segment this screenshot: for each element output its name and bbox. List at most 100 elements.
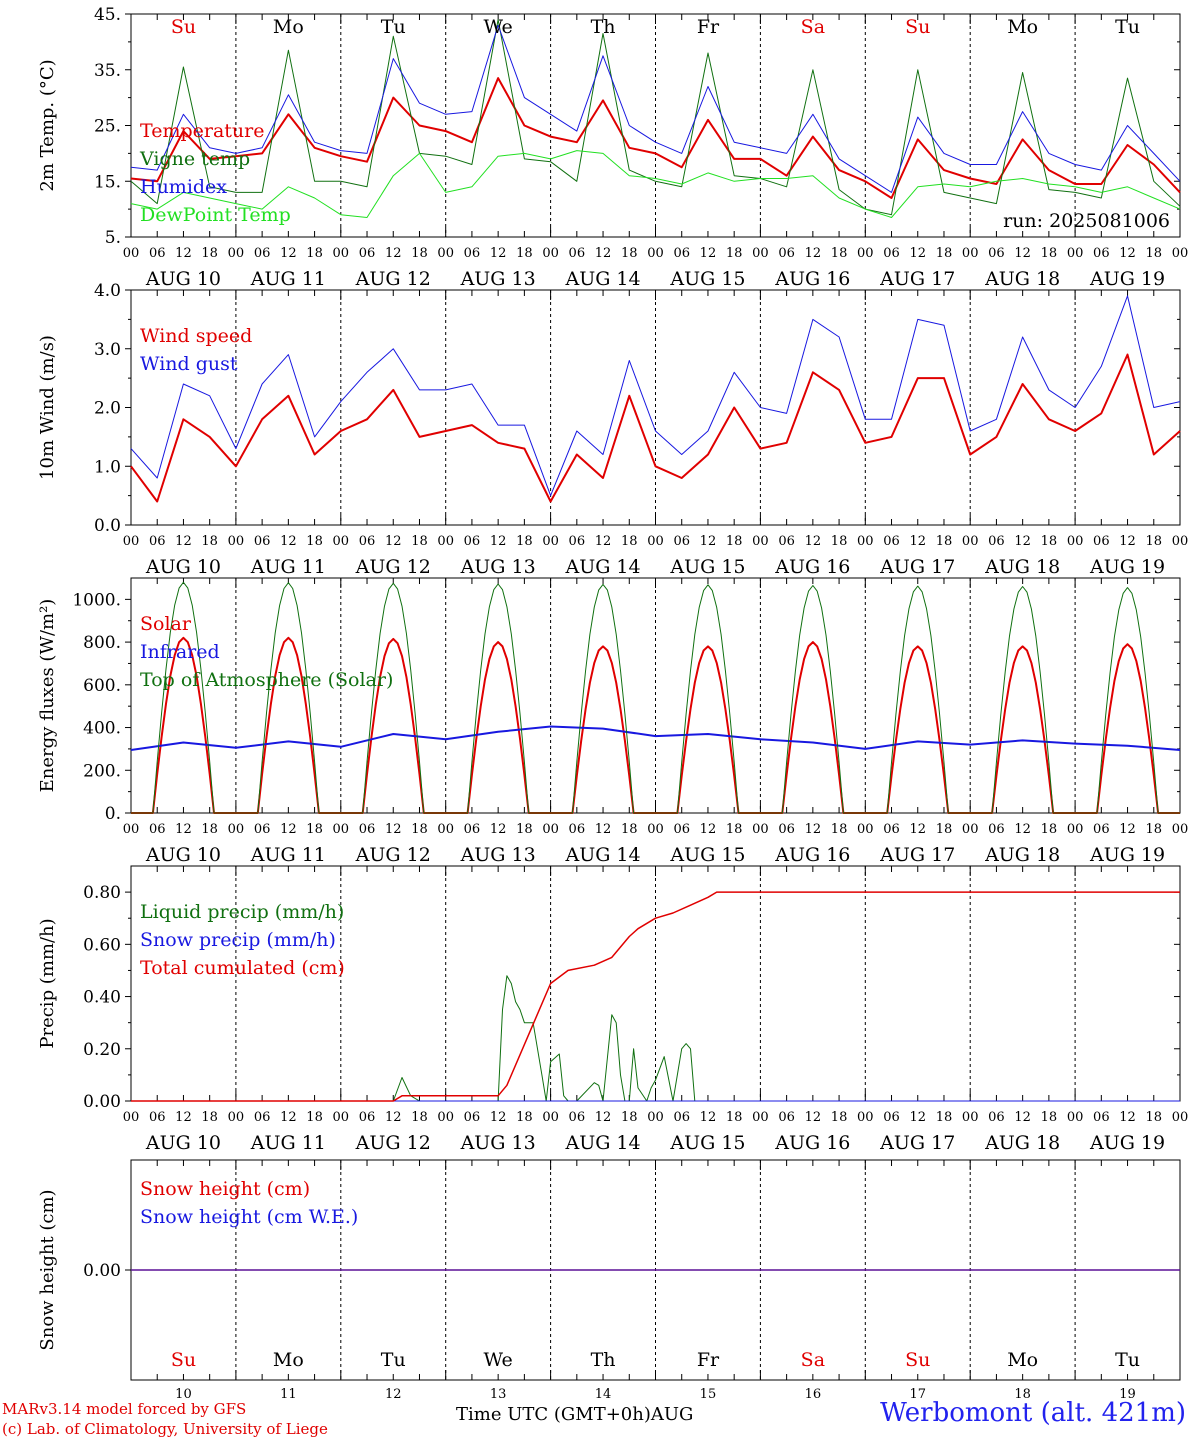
- weekday-label: Mo: [273, 1349, 304, 1371]
- date-label: AUG 12: [355, 556, 431, 578]
- x-tick-label: 18: [201, 1110, 218, 1125]
- x-tick-label: 00: [437, 246, 454, 261]
- run-annotation: run: 2025081006: [1003, 210, 1170, 232]
- x-tick-label: 00: [1172, 822, 1189, 837]
- x-tick-label: 06: [254, 822, 271, 837]
- x-tick-label: 06: [359, 246, 376, 261]
- x-tick-label: 12: [700, 822, 717, 837]
- x-tick-label: 12: [595, 1110, 612, 1125]
- x-tick-label: 00: [228, 534, 245, 549]
- x-tick-label: 06: [673, 1110, 690, 1125]
- x-tick-label: 12: [805, 534, 822, 549]
- legend-entry: Snow precip (mm/h): [140, 929, 336, 951]
- x-tick-label: 18: [831, 534, 848, 549]
- x-tick-label: 06: [359, 822, 376, 837]
- x-tick-label: 00: [1172, 246, 1189, 261]
- x-tick-label: 18: [726, 534, 743, 549]
- x-tick-label: 12: [385, 1110, 402, 1125]
- x-tick-label: 12: [490, 1110, 507, 1125]
- weekday-label: Tu: [381, 1349, 406, 1371]
- x-tick-label: 18: [936, 1110, 953, 1125]
- x-tick-label: 00: [437, 1110, 454, 1125]
- x-tick-label: 06: [359, 534, 376, 549]
- x-tick-label: 00: [123, 1110, 140, 1125]
- x-tick-label: 00: [857, 246, 874, 261]
- weekday-label: Mo: [1007, 16, 1038, 38]
- x-tick-label: 06: [1093, 1110, 1110, 1125]
- date-label: AUG 18: [984, 556, 1060, 578]
- x-tick-label: 18: [201, 822, 218, 837]
- day-number-label: 14: [595, 1387, 612, 1400]
- x-tick-label: 18: [621, 822, 638, 837]
- x-tick-label: 00: [752, 534, 769, 549]
- x-tick-label: 12: [175, 534, 192, 549]
- x-tick-label: 00: [962, 246, 979, 261]
- x-tick-label: 00: [542, 246, 559, 261]
- date-label: AUG 15: [669, 1132, 745, 1154]
- x-tick-label: 00: [857, 822, 874, 837]
- x-tick-label: 00: [647, 1110, 664, 1125]
- date-label: AUG 11: [250, 1132, 326, 1154]
- x-tick-label: 00: [333, 246, 350, 261]
- x-tick-label: 12: [805, 246, 822, 261]
- date-label: AUG 10: [145, 1132, 221, 1154]
- x-tick-label: 06: [988, 534, 1005, 549]
- x-tick-label: 18: [936, 534, 953, 549]
- x-tick-label: 00: [647, 534, 664, 549]
- y-tick-label: 3.0: [94, 340, 121, 360]
- y-axis-label: 2m Temp. (°C): [37, 59, 58, 191]
- legend-entry: Vigne temp: [139, 148, 250, 170]
- x-tick-label: 00: [333, 822, 350, 837]
- x-tick-label: 00: [1172, 534, 1189, 549]
- x-tick-label: 06: [1093, 246, 1110, 261]
- weekday-label: Tu: [1115, 16, 1140, 38]
- x-tick-label: 12: [1014, 1110, 1031, 1125]
- x-tick-label: 00: [857, 534, 874, 549]
- date-label: AUG 13: [460, 844, 536, 866]
- x-tick-label: 18: [726, 1110, 743, 1125]
- weekday-label: Fr: [697, 16, 720, 38]
- legend-entry: Snow height (cm W.E.): [140, 1206, 358, 1228]
- x-tick-label: 06: [149, 1110, 166, 1125]
- x-tick-label: 18: [411, 1110, 428, 1125]
- day-number-label: 18: [1014, 1387, 1031, 1400]
- x-tick-label: 00: [962, 1110, 979, 1125]
- x-tick-label: 12: [909, 822, 926, 837]
- x-tick-label: 18: [516, 534, 533, 549]
- x-tick-label: 06: [778, 246, 795, 261]
- y-tick-label: 600.: [83, 676, 121, 696]
- x-tick-label: 12: [595, 246, 612, 261]
- day-number-label: 16: [805, 1387, 822, 1400]
- x-tick-label: 12: [1014, 822, 1031, 837]
- x-tick-label: 06: [569, 822, 586, 837]
- y-tick-label: 0.40: [83, 988, 121, 1008]
- x-tick-label: 18: [1146, 822, 1163, 837]
- legend-entry: Infrared: [140, 641, 220, 663]
- x-tick-label: 06: [988, 246, 1005, 261]
- weekday-label: Su: [905, 16, 930, 38]
- series-line: [131, 975, 1180, 1102]
- weekday-label: Sa: [801, 1349, 825, 1371]
- weekday-label: Sa: [801, 16, 825, 38]
- weekday-label: Mo: [1007, 1349, 1038, 1371]
- x-tick-label: 06: [359, 1110, 376, 1125]
- y-tick-label: 15.: [94, 172, 121, 192]
- y-tick-label: 25.: [94, 117, 121, 137]
- y-tick-label: 800.: [83, 633, 121, 653]
- date-label: AUG 18: [984, 1132, 1060, 1154]
- x-tick-label: 06: [254, 246, 271, 261]
- x-tick-label: 18: [726, 246, 743, 261]
- weekday-label: We: [484, 16, 513, 38]
- x-tick-label: 18: [1146, 534, 1163, 549]
- x-tick-label: 18: [1041, 822, 1058, 837]
- x-tick-label: 06: [778, 822, 795, 837]
- x-tick-label: 12: [385, 534, 402, 549]
- x-tick-label: 00: [962, 534, 979, 549]
- x-tick-label: 12: [1119, 534, 1136, 549]
- date-label: AUG 11: [250, 844, 326, 866]
- day-number-label: 12: [385, 1387, 402, 1400]
- x-tick-label: 12: [595, 822, 612, 837]
- y-tick-label: 0.60: [83, 935, 121, 955]
- weekday-label: Fr: [697, 1349, 720, 1371]
- x-tick-label: 00: [437, 534, 454, 549]
